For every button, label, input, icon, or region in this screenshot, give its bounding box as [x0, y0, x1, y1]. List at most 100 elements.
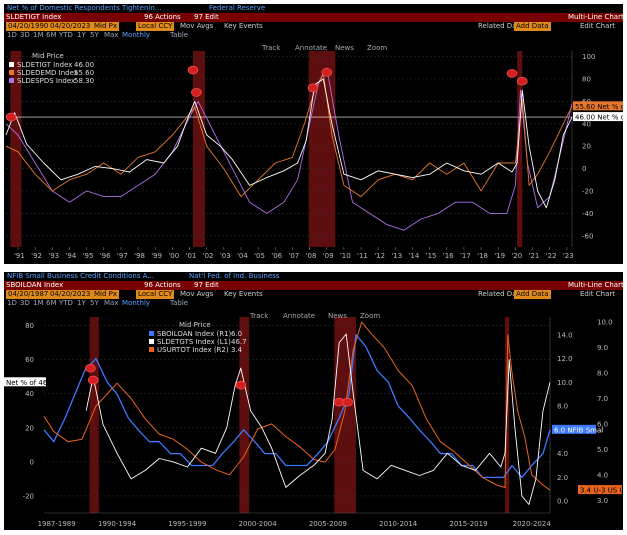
series-line-sldespds: [5, 67, 573, 231]
recession-band: [192, 51, 205, 247]
track-button[interactable]: Track: [262, 44, 281, 52]
zoom-button[interactable]: Zoom: [367, 44, 388, 52]
y-tick-label: 80: [582, 76, 591, 84]
x-tick-label: '93: [48, 252, 59, 260]
currency-select[interactable]: Local CCY: [136, 290, 175, 299]
legend-series-value: 46.7: [231, 338, 247, 346]
period-5y[interactable]: 5Y: [90, 31, 99, 39]
annotate-button[interactable]: Annotate: [283, 312, 316, 320]
x-tick-label: 2020-2024: [513, 520, 552, 528]
frequency-select[interactable]: Monthly: [122, 31, 151, 39]
mov-avgs-button[interactable]: Mov Avgs: [180, 22, 214, 30]
r1-y-tick-label: 8.0: [557, 403, 568, 411]
ticker-field[interactable]: SBOILOAN Index: [6, 281, 64, 289]
legend-series-value: 58.30: [74, 77, 94, 85]
period-ytd[interactable]: YTD: [59, 31, 73, 39]
recession-band: [89, 317, 99, 513]
start-date-input[interactable]: 04/20/1987: [6, 290, 51, 299]
price-field-select[interactable]: Mid Px: [92, 22, 120, 31]
add-data-button[interactable]: Add Data: [514, 290, 551, 299]
news-button[interactable]: News: [335, 44, 354, 52]
x-tick-label: '04: [237, 252, 248, 260]
zoom-button[interactable]: Zoom: [360, 312, 381, 320]
legend-series-name: SBOILOAN Index (R1): [157, 330, 232, 338]
key-events-button[interactable]: Key Events: [224, 290, 263, 298]
period-1y[interactable]: 1Y: [77, 299, 86, 307]
related-data-button[interactable]: Related Dat: [478, 290, 520, 298]
x-tick-label: '01: [186, 252, 197, 260]
news-button[interactable]: News: [328, 312, 347, 320]
chart-panel-1: Net % of Domestic Respondents Tightenin.…: [4, 4, 623, 264]
edit-chart-button[interactable]: Edit Chart: [580, 290, 616, 298]
period-5y[interactable]: 5Y: [90, 299, 99, 307]
add-data-button[interactable]: Add Data: [514, 22, 551, 31]
series-line-sboiloan: [43, 334, 551, 479]
key-events-button[interactable]: Key Events: [224, 22, 263, 30]
window-title: Net % of Domestic Respondents Tightenin.…: [7, 4, 162, 12]
legend-series-name: SLDESPDS Index: [17, 77, 75, 85]
period-6m[interactable]: 6M: [46, 299, 57, 307]
end-date-input[interactable]: 04/20/2023: [48, 22, 93, 31]
x-tick-label: '99: [151, 252, 162, 260]
left-label-text: Net % of 46.7: [6, 379, 54, 387]
x-tick-label: '96: [100, 252, 111, 260]
x-tick-label: 2010-2014: [379, 520, 418, 528]
r1-y-tick-label: 2.0: [557, 474, 568, 482]
edit-menu[interactable]: 97 Edit: [194, 13, 219, 21]
series-line-usurtot: [43, 321, 551, 491]
edit-menu[interactable]: 97 Edit: [194, 281, 219, 289]
actions-menu[interactable]: 96 Actions: [144, 13, 181, 21]
actions-menu[interactable]: 96 Actions: [144, 281, 181, 289]
mov-avgs-button[interactable]: Mov Avgs: [180, 290, 214, 298]
period-1y[interactable]: 1Y: [77, 31, 86, 39]
recession-band: [517, 51, 523, 247]
table-button[interactable]: Table: [170, 299, 189, 307]
end-label-text: 6.0 NFIB Smal: [554, 426, 603, 434]
source-label: Nat'l Fed. of Ind. Business: [189, 272, 280, 280]
legend-swatch: [149, 339, 154, 344]
x-tick-label: '21: [529, 252, 540, 260]
ticker-field[interactable]: SLDETIGT Index: [6, 13, 62, 21]
related-data-button[interactable]: Related Dat: [478, 22, 520, 30]
period-1m[interactable]: 1M: [33, 31, 44, 39]
x-tick-label: '10: [340, 252, 351, 260]
legend-series-name: SLDETIGT Index: [17, 61, 72, 69]
event-marker: [321, 67, 333, 77]
end-label-box: [578, 485, 622, 495]
period-max[interactable]: Max: [104, 299, 119, 307]
event-marker: [187, 65, 199, 75]
x-tick-label: '00: [168, 252, 179, 260]
recession-band: [239, 317, 250, 513]
edit-chart-button[interactable]: Edit Chart: [580, 22, 616, 30]
legend-series-name: SLDETGTS Index (L1): [157, 338, 231, 346]
chart-plot-1: -60-40-20020406080100'91'92'93'94'95'96'…: [5, 51, 623, 260]
x-tick-label: '02: [203, 252, 214, 260]
period-bar: 1D 3D 1M 6M YTD 1Y 5Y Max Monthly Table: [4, 31, 623, 39]
x-tick-label: 1990-1994: [98, 520, 137, 528]
x-tick-label: '98: [134, 252, 145, 260]
period-1d[interactable]: 1D: [7, 31, 17, 39]
period-3d[interactable]: 3D: [20, 31, 30, 39]
y-tick-label: -60: [582, 232, 593, 240]
x-tick-label: '20: [511, 252, 522, 260]
period-1d[interactable]: 1D: [7, 299, 17, 307]
period-1m[interactable]: 1M: [33, 299, 44, 307]
end-date-input[interactable]: 04/20/2023: [48, 290, 93, 299]
event-marker: [191, 88, 202, 97]
period-ytd[interactable]: YTD: [59, 299, 73, 307]
left-y-tick-label: 0: [30, 458, 34, 466]
price-field-select[interactable]: Mid Px: [92, 290, 120, 299]
window-title-bar: Net % of Domestic Respondents Tightenin.…: [4, 4, 623, 13]
currency-select[interactable]: Local CCY: [136, 22, 175, 31]
legend-swatch: [9, 78, 14, 83]
table-button[interactable]: Table: [170, 31, 189, 39]
frequency-select[interactable]: Monthly: [122, 299, 151, 307]
period-max[interactable]: Max: [104, 31, 119, 39]
period-3d[interactable]: 3D: [20, 299, 30, 307]
annotate-button[interactable]: Annotate: [295, 44, 328, 52]
track-button[interactable]: Track: [250, 312, 269, 320]
start-date-input[interactable]: 04/20/1990: [6, 22, 51, 31]
r2-y-tick-label: 4.0: [597, 471, 608, 479]
period-6m[interactable]: 6M: [46, 31, 57, 39]
end-label-box: [552, 424, 596, 434]
